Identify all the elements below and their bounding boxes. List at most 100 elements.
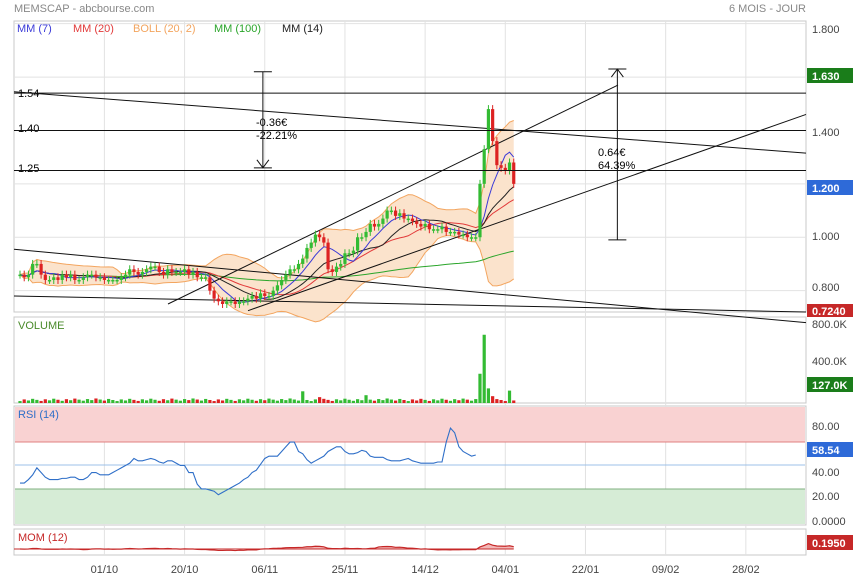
volume-bar-58 bbox=[263, 400, 267, 403]
mom-badge: 0.1950 bbox=[812, 538, 846, 550]
boll-fill bbox=[20, 120, 514, 322]
candle-body-110 bbox=[482, 149, 486, 184]
candle-body-41 bbox=[191, 271, 195, 275]
candle-body-10 bbox=[60, 274, 64, 280]
candle-body-28 bbox=[136, 271, 140, 275]
volume-bar-84 bbox=[372, 400, 377, 403]
candle-body-70 bbox=[313, 234, 317, 243]
volume-bar-44 bbox=[204, 398, 208, 403]
volume-bar-27 bbox=[132, 399, 136, 403]
candle-body-16 bbox=[85, 274, 90, 278]
mom-fill bbox=[20, 543, 514, 549]
candle-body-93 bbox=[410, 218, 415, 222]
candle-body-2 bbox=[26, 274, 31, 278]
volume-bar-73 bbox=[326, 399, 330, 403]
x-tick-7: 09/02 bbox=[652, 564, 680, 576]
candle-body-59 bbox=[267, 295, 271, 298]
volume-bar-110 bbox=[482, 334, 486, 403]
x-tick-6: 22/01 bbox=[572, 564, 600, 576]
volume-bar-64 bbox=[288, 398, 292, 403]
candle-body-94 bbox=[415, 221, 419, 224]
candle-body-67 bbox=[301, 258, 305, 264]
candle-body-21 bbox=[107, 279, 111, 282]
candle-body-51 bbox=[233, 301, 237, 304]
candle-body-115 bbox=[503, 167, 507, 171]
candle-body-27 bbox=[132, 269, 136, 272]
candle-body-57 bbox=[258, 293, 263, 299]
x-tick-3: 25/11 bbox=[332, 564, 359, 576]
volume-bar-15 bbox=[81, 400, 85, 403]
volume-bar-42 bbox=[195, 399, 199, 403]
candle-body-86 bbox=[381, 218, 385, 224]
candle-body-47 bbox=[216, 298, 220, 302]
rsi-tick-0: 0.0000 bbox=[812, 516, 846, 528]
candle-body-5 bbox=[39, 263, 43, 275]
volume-bar-4 bbox=[35, 399, 39, 403]
volume-bar-52 bbox=[237, 399, 242, 403]
volume-bar-78 bbox=[347, 399, 351, 403]
volume-bar-112 bbox=[491, 396, 495, 403]
candle-body-22 bbox=[111, 279, 115, 282]
volume-bar-47 bbox=[216, 399, 220, 403]
volume-bar-87 bbox=[385, 398, 389, 403]
volume-bar-36 bbox=[170, 398, 174, 403]
candle-body-4 bbox=[35, 263, 39, 266]
candle-body-68 bbox=[305, 247, 309, 259]
volume-bar-100 bbox=[440, 398, 444, 403]
volume-bar-28 bbox=[136, 400, 140, 403]
volume-bar-98 bbox=[431, 399, 436, 403]
candle-body-71 bbox=[318, 234, 322, 238]
volume-bar-21 bbox=[107, 398, 111, 403]
volume-bar-34 bbox=[161, 399, 166, 403]
volume-bar-116 bbox=[507, 390, 512, 403]
volume-bar-96 bbox=[423, 399, 427, 403]
price-panel-frame bbox=[13, 20, 807, 313]
volume-bar-46 bbox=[212, 401, 216, 403]
volume-bar-63 bbox=[284, 400, 288, 403]
candle-body-99 bbox=[436, 229, 440, 231]
candle-body-113 bbox=[495, 141, 499, 166]
candle-body-3 bbox=[31, 263, 35, 275]
volume-bar-102 bbox=[448, 400, 453, 403]
price-tick-1000: 1.000 bbox=[812, 231, 840, 243]
volume-bar-109 bbox=[478, 373, 482, 403]
candle-body-23 bbox=[115, 279, 119, 282]
volume-bar-12 bbox=[69, 400, 73, 403]
candle-body-95 bbox=[419, 223, 423, 227]
x-tick-0: 01/10 bbox=[91, 564, 119, 576]
volume-bar-92 bbox=[406, 401, 410, 403]
candle-body-36 bbox=[170, 269, 174, 272]
candle-body-58 bbox=[263, 293, 267, 296]
candle-body-85 bbox=[377, 223, 381, 227]
candle-body-12 bbox=[69, 274, 73, 278]
candle-body-112 bbox=[491, 109, 495, 142]
trendline-channel-top bbox=[167, 84, 619, 305]
volume-bar-108 bbox=[474, 399, 478, 403]
level-label-154: 1.54 bbox=[18, 88, 39, 100]
candle-body-61 bbox=[275, 285, 280, 291]
level-label-125: 1.25 bbox=[18, 163, 39, 175]
candle-body-44 bbox=[204, 277, 208, 279]
volume-bar-39 bbox=[182, 399, 187, 403]
price-badges: 1.630 1.200 0.7240 bbox=[807, 68, 853, 318]
candle-body-92 bbox=[406, 218, 410, 221]
candle-body-30 bbox=[145, 269, 149, 272]
chart-period-label: 6 MOIS - JOUR bbox=[729, 3, 806, 15]
candle-body-97 bbox=[427, 223, 431, 230]
volume-bar-76 bbox=[339, 400, 343, 403]
candle-body-64 bbox=[288, 269, 292, 275]
candle-body-78 bbox=[347, 253, 351, 255]
rsi-line bbox=[20, 426, 476, 496]
candle-body-101 bbox=[444, 226, 448, 232]
volume-bar-19 bbox=[98, 399, 102, 403]
candle-body-14 bbox=[77, 279, 81, 282]
volume-bar-75 bbox=[334, 399, 339, 403]
candle-body-50 bbox=[229, 301, 233, 303]
volume-bar-45 bbox=[208, 399, 212, 403]
volume-bar-10 bbox=[60, 400, 64, 403]
volume-bar-57 bbox=[258, 399, 263, 403]
volume-badge-bg bbox=[807, 377, 853, 392]
candle-body-114 bbox=[499, 165, 503, 168]
volume-bar-6 bbox=[43, 399, 47, 403]
volume-bar-48 bbox=[220, 400, 225, 403]
